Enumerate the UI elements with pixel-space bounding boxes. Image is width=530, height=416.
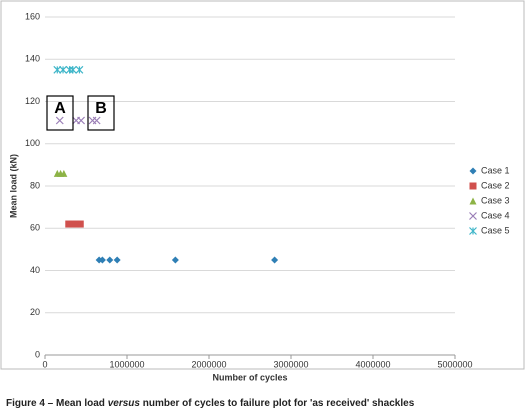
annotation: A: [54, 100, 66, 117]
y-tick-label: 140: [25, 54, 40, 64]
marker: [469, 212, 477, 220]
marker: [60, 169, 68, 177]
x-tick-label: 2000000: [191, 359, 226, 369]
x-axis-title: Number of cycles: [212, 372, 287, 382]
caption-part: number of cycles to failure plot for 'as…: [140, 398, 415, 409]
marker: [113, 256, 121, 264]
legend-label: Case 4: [481, 210, 510, 220]
y-tick-label: 60: [30, 223, 40, 233]
chart-frame: [0, 0, 525, 370]
annotation-box: [46, 95, 74, 131]
marker: [55, 116, 64, 125]
marker: [76, 220, 84, 228]
marker: [171, 256, 179, 264]
marker: [469, 227, 477, 235]
marker: [271, 256, 279, 264]
legend-label: Case 2: [481, 180, 510, 190]
marker: [469, 197, 477, 205]
marker: [75, 65, 84, 74]
y-tick-label: 40: [30, 265, 40, 275]
y-tick-label: 120: [25, 96, 40, 106]
y-tick-label: 0: [35, 349, 40, 359]
marker: [77, 116, 86, 125]
legend-label: Case 3: [481, 195, 510, 205]
y-tick-label: 80: [30, 180, 40, 190]
y-tick-label: 160: [25, 11, 40, 21]
y-tick-label: 100: [25, 138, 40, 148]
marker: [59, 65, 67, 74]
marker: [72, 220, 80, 228]
marker: [68, 65, 77, 74]
x-tick-label: 1000000: [109, 359, 144, 369]
marker: [469, 182, 477, 190]
x-tick-label: 5000000: [437, 359, 472, 369]
y-axis-title: Mean load (kN): [8, 154, 18, 218]
legend-label: Case 5: [481, 225, 510, 235]
x-tick-label: 4000000: [355, 359, 390, 369]
marker: [106, 256, 114, 264]
x-tick-label: 3000000: [273, 359, 308, 369]
marker: [92, 116, 101, 125]
annotation-box: [87, 95, 115, 131]
x-tick-label: 0: [42, 359, 47, 369]
caption-part: Figure 4 – Mean load: [6, 398, 108, 409]
legend-label: Case 1: [481, 165, 510, 175]
marker: [65, 65, 74, 74]
annotation: B: [95, 100, 107, 117]
marker: [53, 65, 62, 74]
caption: Figure 4 – Mean load versus number of cy…: [6, 398, 415, 409]
caption-part: versus: [108, 398, 141, 409]
marker: [469, 167, 477, 175]
marker: [98, 256, 106, 264]
marker: [65, 220, 73, 228]
y-tick-label: 20: [30, 307, 40, 317]
